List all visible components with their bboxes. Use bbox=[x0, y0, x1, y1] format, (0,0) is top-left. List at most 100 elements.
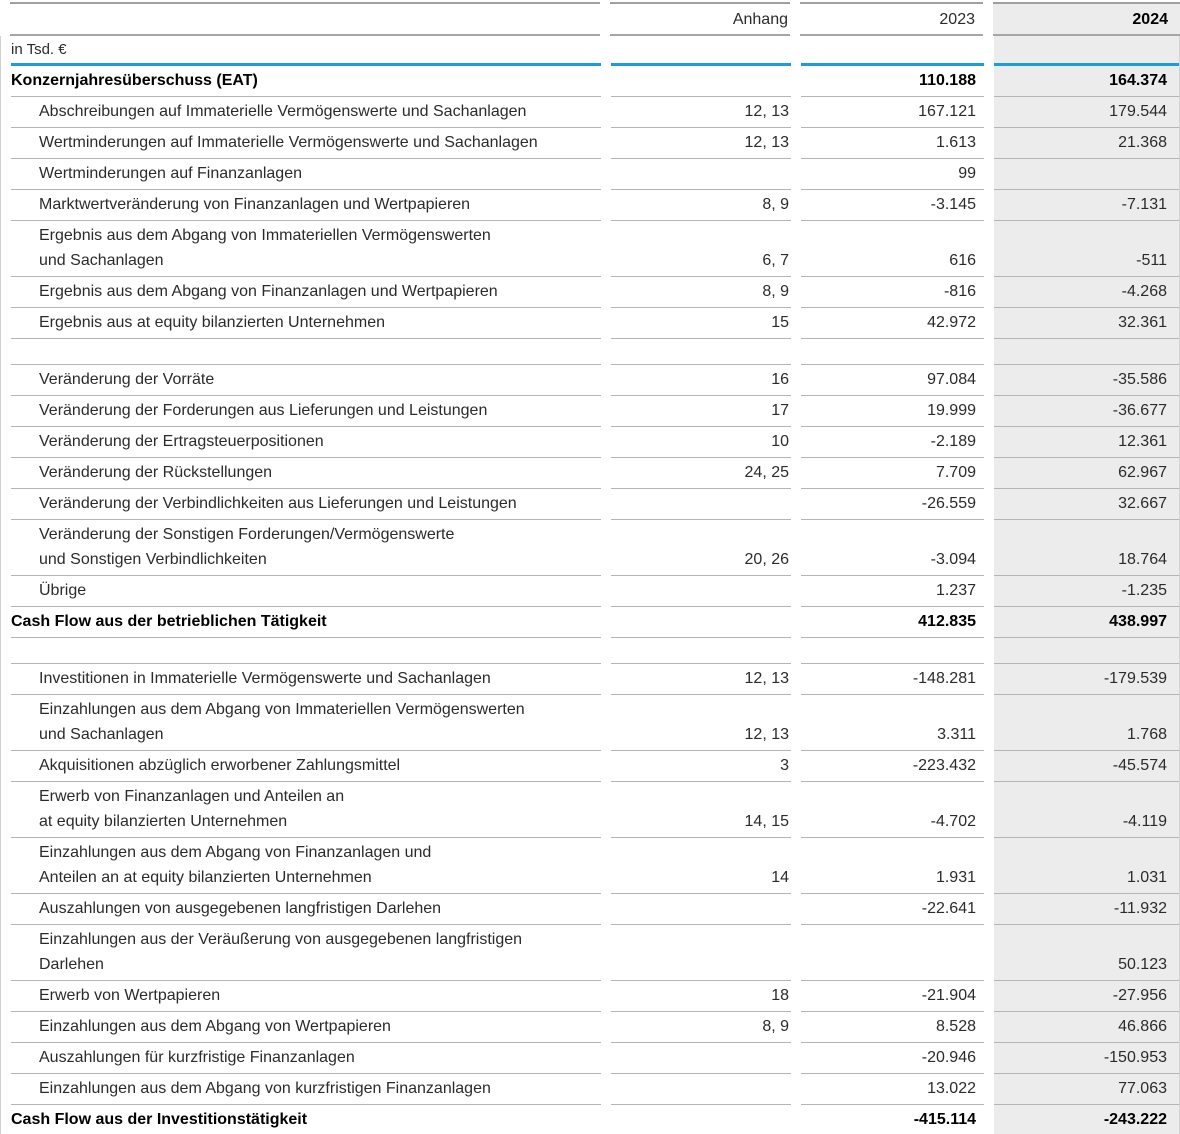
table-row: Veränderung der Ertragsteuerpositionen 1… bbox=[1, 427, 1179, 458]
row-value-2024: 21.368 bbox=[994, 128, 1179, 159]
row-anhang bbox=[611, 1043, 791, 1074]
table-row: Wertminderungen auf Finanzanlagen 99 bbox=[1, 159, 1179, 190]
accent-rule-segment bbox=[611, 36, 791, 66]
row-value-2023: 1.237 bbox=[801, 576, 984, 607]
row-anhang: 12, 13 bbox=[611, 128, 791, 159]
row-value-2024: -4.268 bbox=[994, 277, 1179, 308]
row-anhang bbox=[611, 894, 791, 925]
row-anhang bbox=[611, 607, 791, 638]
row-value-2024: 179.544 bbox=[994, 97, 1179, 128]
row-value-2023: -3.145 bbox=[801, 190, 984, 221]
row-value-2023 bbox=[801, 339, 984, 365]
row-label: Veränderung der Ertragsteuerpositionen bbox=[11, 427, 601, 458]
table-row: Einzahlungen aus dem Abgang von Immateri… bbox=[1, 695, 1179, 751]
table-row: Veränderung der Verbindlichkeiten aus Li… bbox=[1, 489, 1179, 520]
row-label: Veränderung der Sonstigen Forderungen/Ve… bbox=[11, 520, 601, 576]
row-label: Auszahlungen von ausgegebenen langfristi… bbox=[11, 894, 601, 925]
row-label: Ergebnis aus at equity bilanzierten Unte… bbox=[11, 308, 601, 339]
column-header-2023: 2023 bbox=[800, 4, 983, 36]
row-value-2024: 77.063 bbox=[994, 1074, 1179, 1105]
row-value-2023: 3.311 bbox=[801, 695, 984, 751]
top-rule-segment bbox=[993, 2, 1180, 4]
table-row: Einzahlungen aus dem Abgang von Wertpapi… bbox=[1, 1012, 1179, 1043]
row-value-2023: 1.931 bbox=[801, 838, 984, 894]
unit-label: in Tsd. € bbox=[11, 36, 601, 66]
table-body: Konzernjahresüberschuss (EAT) 110.188 16… bbox=[1, 66, 1179, 1134]
row-value-2024: -150.953 bbox=[994, 1043, 1179, 1074]
row-anhang bbox=[611, 66, 791, 97]
row-value-2024: 1.768 bbox=[994, 695, 1179, 751]
table-row: Veränderung der Sonstigen Forderungen/Ve… bbox=[1, 520, 1179, 576]
table-row: Ergebnis aus dem Abgang von Immaterielle… bbox=[1, 221, 1179, 277]
top-rule-segment bbox=[610, 2, 790, 4]
row-label: Veränderung der Vorräte bbox=[11, 365, 601, 396]
top-rule-segment bbox=[10, 2, 600, 4]
table-row: Übrige 1.237 -1.235 bbox=[1, 576, 1179, 607]
row-anhang bbox=[611, 925, 791, 981]
row-value-2024 bbox=[994, 339, 1179, 365]
top-rule bbox=[0, 2, 1180, 4]
table-row: Auszahlungen für kurzfristige Finanzanla… bbox=[1, 1043, 1179, 1074]
row-anhang bbox=[611, 638, 791, 664]
row-label: Cash Flow aus der Investitionstätigkeit bbox=[11, 1105, 601, 1134]
row-label: Auszahlungen für kurzfristige Finanzanla… bbox=[11, 1043, 601, 1074]
row-value-2023: 42.972 bbox=[801, 308, 984, 339]
row-value-2023: -415.114 bbox=[801, 1105, 984, 1134]
row-anhang: 12, 13 bbox=[611, 695, 791, 751]
row-value-2023: -148.281 bbox=[801, 664, 984, 695]
row-value-2023: 110.188 bbox=[801, 66, 984, 97]
row-value-2024: 32.361 bbox=[994, 308, 1179, 339]
table-row: Akquisitionen abzüglich erworbener Zahlu… bbox=[1, 751, 1179, 782]
table-row: Erwerb von Finanzanlagen und Anteilen an… bbox=[1, 782, 1179, 838]
row-anhang: 14 bbox=[611, 838, 791, 894]
table-row: Veränderung der Forderungen aus Lieferun… bbox=[1, 396, 1179, 427]
row-value-2024: -45.574 bbox=[994, 751, 1179, 782]
row-label: Einzahlungen aus der Veräußerung von aus… bbox=[11, 925, 601, 981]
row-anhang: 8, 9 bbox=[611, 277, 791, 308]
row-anhang bbox=[611, 1074, 791, 1105]
row-anhang bbox=[611, 489, 791, 520]
row-anhang: 14, 15 bbox=[611, 782, 791, 838]
row-anhang: 12, 13 bbox=[611, 97, 791, 128]
row-value-2023: 412.835 bbox=[801, 607, 984, 638]
row-value-2023: -223.432 bbox=[801, 751, 984, 782]
row-value-2024: -36.677 bbox=[994, 396, 1179, 427]
table-row: Einzahlungen aus dem Abgang von Finanzan… bbox=[1, 838, 1179, 894]
row-anhang: 15 bbox=[611, 308, 791, 339]
table-row: Veränderung der Rückstellungen 24, 25 7.… bbox=[1, 458, 1179, 489]
row-label: Investitionen in Immaterielle Vermögensw… bbox=[11, 664, 601, 695]
table-row bbox=[1, 638, 1179, 664]
row-label: Wertminderungen auf Finanzanlagen bbox=[11, 159, 601, 190]
row-anhang: 3 bbox=[611, 751, 791, 782]
table-row: Konzernjahresüberschuss (EAT) 110.188 16… bbox=[1, 66, 1179, 97]
row-anhang: 20, 26 bbox=[611, 520, 791, 576]
row-value-2023: 97.084 bbox=[801, 365, 984, 396]
table-row: Auszahlungen von ausgegebenen langfristi… bbox=[1, 894, 1179, 925]
row-value-2023: -3.094 bbox=[801, 520, 984, 576]
row-value-2023 bbox=[801, 925, 984, 981]
table-row: Veränderung der Vorräte 16 97.084 -35.58… bbox=[1, 365, 1179, 396]
row-value-2023: 8.528 bbox=[801, 1012, 984, 1043]
column-header-label bbox=[10, 4, 600, 36]
row-value-2024: 18.764 bbox=[994, 520, 1179, 576]
row-value-2024: 438.997 bbox=[994, 607, 1179, 638]
row-label: Ergebnis aus dem Abgang von Immaterielle… bbox=[11, 221, 601, 277]
row-value-2023: 616 bbox=[801, 221, 984, 277]
row-value-2023: -2.189 bbox=[801, 427, 984, 458]
row-value-2024 bbox=[994, 159, 1179, 190]
row-value-2024: -11.932 bbox=[994, 894, 1179, 925]
row-value-2023: -22.641 bbox=[801, 894, 984, 925]
row-value-2024: 32.667 bbox=[994, 489, 1179, 520]
accent-rule-segment bbox=[801, 36, 984, 66]
row-anhang: 18 bbox=[611, 981, 791, 1012]
row-value-2024: 12.361 bbox=[994, 427, 1179, 458]
table-row: Investitionen in Immaterielle Vermögensw… bbox=[1, 664, 1179, 695]
row-value-2023: -21.904 bbox=[801, 981, 984, 1012]
row-label: Konzernjahresüberschuss (EAT) bbox=[11, 66, 601, 97]
row-anhang: 16 bbox=[611, 365, 791, 396]
row-anhang bbox=[611, 576, 791, 607]
table-row: Ergebnis aus at equity bilanzierten Unte… bbox=[1, 308, 1179, 339]
row-value-2024: 164.374 bbox=[994, 66, 1179, 97]
row-value-2024: -1.235 bbox=[994, 576, 1179, 607]
